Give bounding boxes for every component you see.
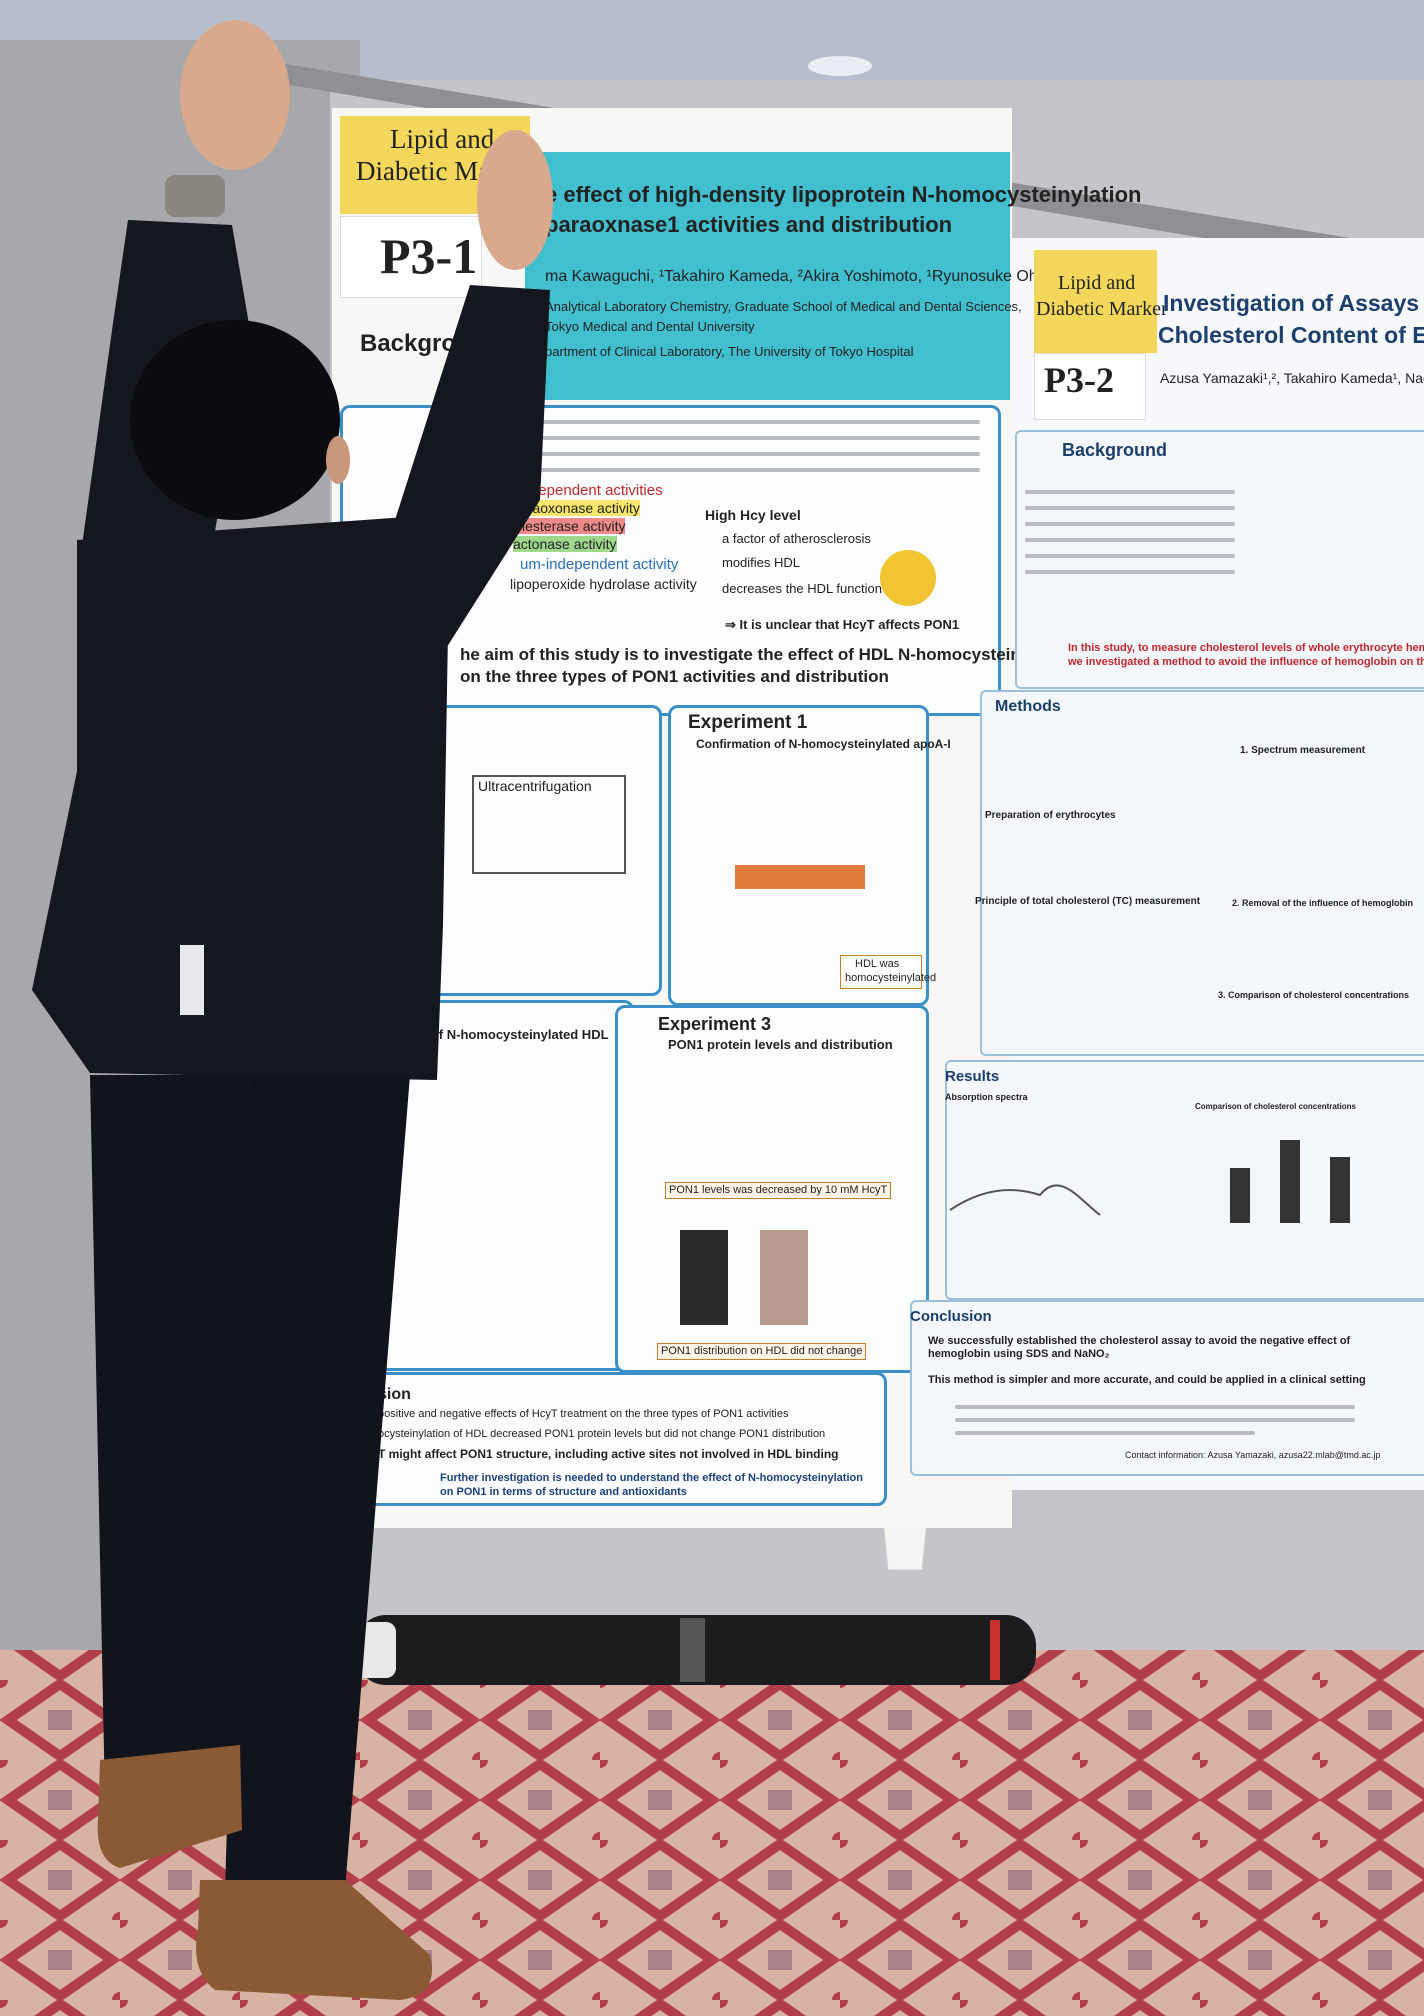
method-item: Principle of total cholesterol (TC) meas… — [975, 896, 1201, 907]
method-item: 2. Removal of the influence of hemoglobi… — [1232, 898, 1414, 908]
conclusion-point: ocysteinylation of HDL decreased PON1 pr… — [378, 1428, 826, 1440]
tube-band — [680, 1618, 705, 1682]
tube-ring — [990, 1620, 1000, 1680]
tube-cap — [356, 1622, 396, 1678]
section-box — [366, 1372, 887, 1506]
aim: on the three types of PON1 activities an… — [460, 667, 889, 686]
watch — [165, 175, 225, 217]
subheading: PON1 protein levels and distribution — [668, 1037, 893, 1052]
further: on PON1 in terms of structure and antiox… — [440, 1486, 687, 1498]
result-box — [840, 955, 922, 989]
number-box — [1034, 353, 1146, 420]
section-heading: sion — [378, 1386, 411, 1403]
hcy-point: modifies HDL — [722, 555, 801, 570]
icon — [880, 550, 936, 606]
head — [130, 320, 340, 520]
aim: he aim of this study is to investigate t… — [460, 645, 1076, 664]
shoe — [97, 1745, 242, 1868]
method-item: 3. Comparison of cholesterol concentrati… — [1218, 990, 1410, 1000]
hand — [180, 20, 290, 170]
poster-title: paraoxnase1 activities and distribution — [545, 212, 953, 237]
affiliation: partment of Clinical Laboratory, The Uni… — [545, 344, 914, 359]
section-heading: Experiment 3 — [658, 1014, 772, 1034]
ceiling-light — [808, 56, 872, 76]
shirt-cuff — [180, 945, 204, 1015]
further: Further investigation is needed to under… — [440, 1472, 863, 1484]
contact: Contact information: Azusa Yamazaki, azu… — [1125, 1450, 1381, 1460]
title-band — [525, 152, 1010, 400]
result: homocysteinylated — [845, 972, 937, 984]
method-item: 1. Spectrum measurement — [1240, 745, 1366, 756]
poster-number: P3-1 — [380, 228, 478, 284]
affiliation: Tokyo Medical and Dental University — [545, 319, 755, 334]
aim: we investigated a method to avoid the in… — [1068, 656, 1424, 668]
section-box — [910, 1300, 1424, 1476]
poster-number: P3-2 — [1044, 360, 1114, 400]
activity: actonase activity — [513, 536, 617, 553]
section-box — [980, 690, 1424, 1056]
badge-text: Diabetic Marker — [1036, 298, 1168, 320]
affiliation: Analytical Laboratory Chemistry, Graduat… — [545, 299, 1022, 314]
gel-image — [760, 1230, 808, 1325]
section-heading: Methods — [995, 698, 1061, 715]
activity: araoxonase activity — [520, 500, 640, 517]
hcy-point: decreases the HDL function — [722, 581, 882, 596]
conclusion-point: positive and negative effects of HcyT tr… — [378, 1408, 789, 1420]
note: PON1 levels was decreased by 10 mM HcyT — [665, 1182, 892, 1199]
diagram — [472, 775, 626, 874]
jacket — [32, 514, 450, 1080]
result: HDL was — [855, 958, 900, 970]
aim: In this study, to measure cholesterol le… — [1068, 642, 1424, 654]
note: ⇒ It is unclear that HcyT affects PON1 — [725, 617, 960, 632]
shoe — [196, 1880, 432, 2000]
badge — [1034, 250, 1157, 353]
hand — [477, 130, 553, 270]
result-item: Comparison of cholesterol concentrations — [1195, 1102, 1356, 1111]
method-item: Preparation of erythrocytes — [985, 810, 1116, 821]
hcy-heading: High Hcy level — [705, 507, 801, 523]
gel-image — [735, 865, 865, 889]
section-box — [1015, 430, 1424, 689]
section-heading: Experiment 1 — [688, 712, 808, 733]
number-box — [340, 216, 482, 298]
authors: Azusa Yamazaki¹,², Takahiro Kameda¹, Nao… — [1160, 370, 1424, 386]
subheading: Confirmation of N-homocysteinylated apoA… — [696, 737, 951, 751]
conclusion-point: This method is simpler and more accurate… — [928, 1374, 1366, 1386]
activity: lipoperoxide hydrolase activity — [510, 576, 697, 592]
activity: um-independent activity — [520, 556, 679, 573]
conclusion-point: T might affect PON1 structure, including… — [378, 1447, 839, 1461]
result-item: Absorption spectra — [945, 1092, 1028, 1102]
conclusion-point: We successfully established the choleste… — [928, 1335, 1351, 1360]
trouser-leg — [90, 1075, 250, 1800]
badge-text: Lipid and — [390, 124, 495, 154]
poster-title: e effect of high-density lipoprotein N-h… — [545, 182, 1142, 207]
poster-title: Cholesterol Content of Erythr — [1158, 322, 1424, 348]
method-label: Ultracentrifugation — [478, 778, 592, 794]
section-heading: Conclusion — [910, 1308, 992, 1325]
hcy-point: a factor of atherosclerosis — [722, 531, 871, 546]
poster-title: Investigation of Assays for — [1163, 290, 1424, 316]
section-heading: s of N-homocysteinylated HDL — [420, 1027, 609, 1042]
activity: -dependent activities — [525, 482, 663, 499]
section-heading: Background — [1062, 440, 1168, 460]
ear — [326, 436, 350, 484]
gel-image — [680, 1230, 728, 1325]
activity: ylesterase activity — [515, 518, 626, 535]
badge-text: Lipid and — [1058, 272, 1136, 294]
trouser-leg — [225, 1075, 410, 1890]
authors: ma Kawaguchi, ¹Takahiro Kameda, ²Akira Y… — [545, 268, 1076, 285]
note: PON1 distribution on HDL did not change — [657, 1343, 867, 1360]
section-heading: Results — [945, 1068, 1000, 1085]
